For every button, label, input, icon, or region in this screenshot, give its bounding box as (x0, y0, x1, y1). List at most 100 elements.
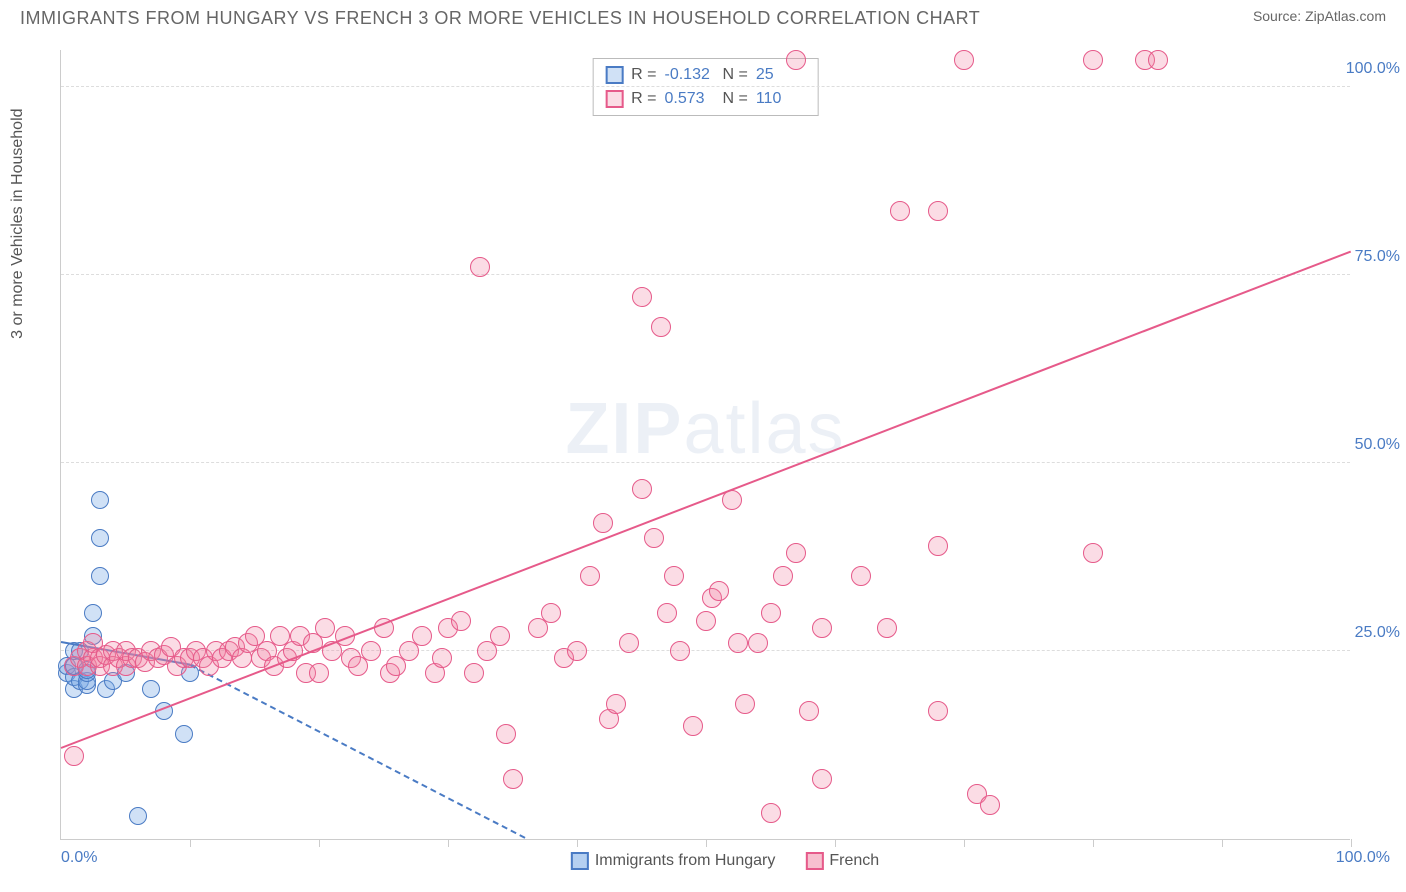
data-point (683, 716, 703, 736)
legend-swatch (605, 90, 623, 108)
x-tick (190, 839, 191, 847)
data-point (735, 694, 755, 714)
data-point (928, 536, 948, 556)
plot-area: ZIPatlas R =-0.132N =25R =0.573N =110 0.… (60, 50, 1350, 840)
trend-line (190, 664, 526, 839)
legend-r-value: -0.132 (665, 63, 715, 87)
legend-row: R =-0.132N =25 (605, 63, 806, 87)
chart-title: IMMIGRANTS FROM HUNGARY VS FRENCH 3 OR M… (20, 8, 980, 29)
watermark: ZIPatlas (565, 388, 845, 470)
x-tick (1351, 839, 1352, 847)
data-point (129, 807, 147, 825)
data-point (606, 694, 626, 714)
gridline (61, 86, 1350, 87)
x-tick (319, 839, 320, 847)
data-point (761, 603, 781, 623)
data-point (412, 626, 432, 646)
legend-r-label: R = (631, 87, 656, 111)
data-point (175, 725, 193, 743)
data-point (890, 201, 910, 221)
data-point (980, 795, 1000, 815)
data-point (619, 633, 639, 653)
gridline (61, 462, 1350, 463)
legend-r-label: R = (631, 63, 656, 87)
x-tick (577, 839, 578, 847)
legend-swatch (571, 852, 589, 870)
data-point (786, 543, 806, 563)
data-point (632, 479, 652, 499)
data-point (451, 611, 471, 631)
data-point (64, 746, 84, 766)
legend-row: R = 0.573 N = 110 (605, 87, 806, 111)
x-axis-max-label: 100.0% (1336, 849, 1390, 867)
legend-n-label: N = (723, 87, 748, 111)
gridline (61, 274, 1350, 275)
data-point (812, 769, 832, 789)
data-point (91, 529, 109, 547)
data-point (315, 618, 335, 638)
y-tick-label: 50.0% (1355, 436, 1400, 454)
data-point (1148, 50, 1168, 70)
legend-swatch (605, 66, 623, 84)
data-point (580, 566, 600, 586)
legend-r-value: 0.573 (665, 87, 715, 111)
data-point (773, 566, 793, 586)
legend-label: French (829, 852, 879, 870)
x-tick (706, 839, 707, 847)
data-point (928, 701, 948, 721)
chart-source: Source: ZipAtlas.com (1253, 8, 1386, 24)
legend-n-value: 110 (756, 87, 806, 111)
legend-swatch (805, 852, 823, 870)
x-tick (1222, 839, 1223, 847)
data-point (567, 641, 587, 661)
x-tick (448, 839, 449, 847)
data-point (670, 641, 690, 661)
data-point (84, 604, 102, 622)
y-tick-label: 100.0% (1346, 60, 1400, 78)
data-point (799, 701, 819, 721)
data-point (496, 724, 516, 744)
data-point (644, 528, 664, 548)
data-point (490, 626, 510, 646)
data-point (470, 257, 490, 277)
trend-line (61, 250, 1352, 748)
data-point (664, 566, 684, 586)
data-point (309, 663, 329, 683)
data-point (651, 317, 671, 337)
data-point (142, 680, 160, 698)
x-tick (964, 839, 965, 847)
data-point (1083, 50, 1103, 70)
data-point (361, 641, 381, 661)
data-point (593, 513, 613, 533)
data-point (657, 603, 677, 623)
data-point (91, 491, 109, 509)
data-point (877, 618, 897, 638)
data-point (696, 611, 716, 631)
data-point (632, 287, 652, 307)
data-point (503, 769, 523, 789)
data-point (1083, 543, 1103, 563)
data-point (541, 603, 561, 623)
data-point (432, 648, 452, 668)
data-point (761, 803, 781, 823)
y-axis-title: 3 or more Vehicles in Household (9, 108, 27, 338)
data-point (464, 663, 484, 683)
data-point (928, 201, 948, 221)
data-point (786, 50, 806, 70)
data-point (851, 566, 871, 586)
x-axis-min-label: 0.0% (61, 849, 97, 867)
y-tick-label: 25.0% (1355, 624, 1400, 642)
data-point (709, 581, 729, 601)
data-point (748, 633, 768, 653)
legend-label: Immigrants from Hungary (595, 852, 776, 870)
data-point (728, 633, 748, 653)
series-legend: Immigrants from Hungary French (571, 852, 879, 870)
legend-item: French (805, 852, 879, 870)
legend-n-label: N = (723, 63, 748, 87)
x-tick (1093, 839, 1094, 847)
y-tick-label: 75.0% (1355, 248, 1400, 266)
chart-container: 3 or more Vehicles in Household ZIPatlas… (60, 50, 1390, 840)
correlation-legend: R =-0.132N =25R =0.573N =110 (592, 58, 819, 116)
data-point (91, 567, 109, 585)
x-tick (835, 839, 836, 847)
